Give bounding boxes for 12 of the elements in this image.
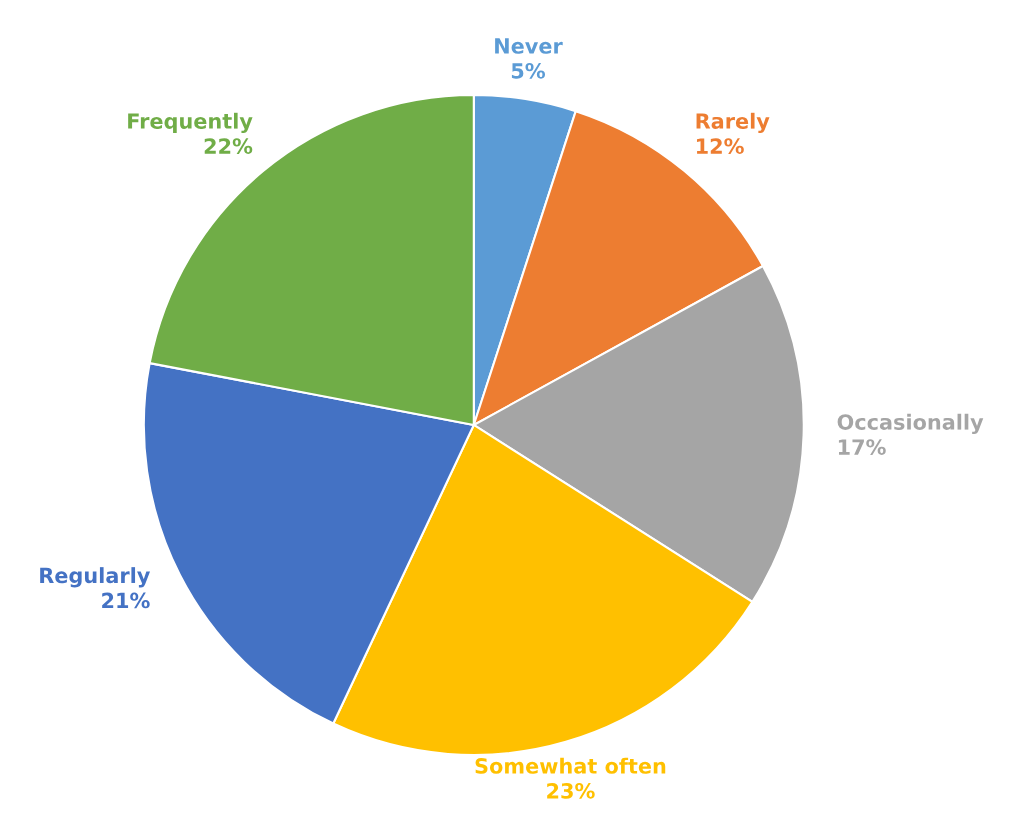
slice-label: Somewhat often xyxy=(475,757,666,774)
data-label: 17% xyxy=(838,439,886,455)
data-label: 23% xyxy=(547,782,595,799)
data-label: 22% xyxy=(204,138,253,154)
slice-label: Rarely xyxy=(696,112,770,134)
data-label: 5% xyxy=(511,62,546,79)
slice-label: Regularly xyxy=(40,567,151,588)
slice-label: Never xyxy=(495,38,563,54)
slice-label: Occasionally xyxy=(837,413,984,435)
data-label: 21% xyxy=(102,592,150,609)
slice-label: Frequently xyxy=(128,112,253,134)
data-label: 12% xyxy=(696,138,744,154)
